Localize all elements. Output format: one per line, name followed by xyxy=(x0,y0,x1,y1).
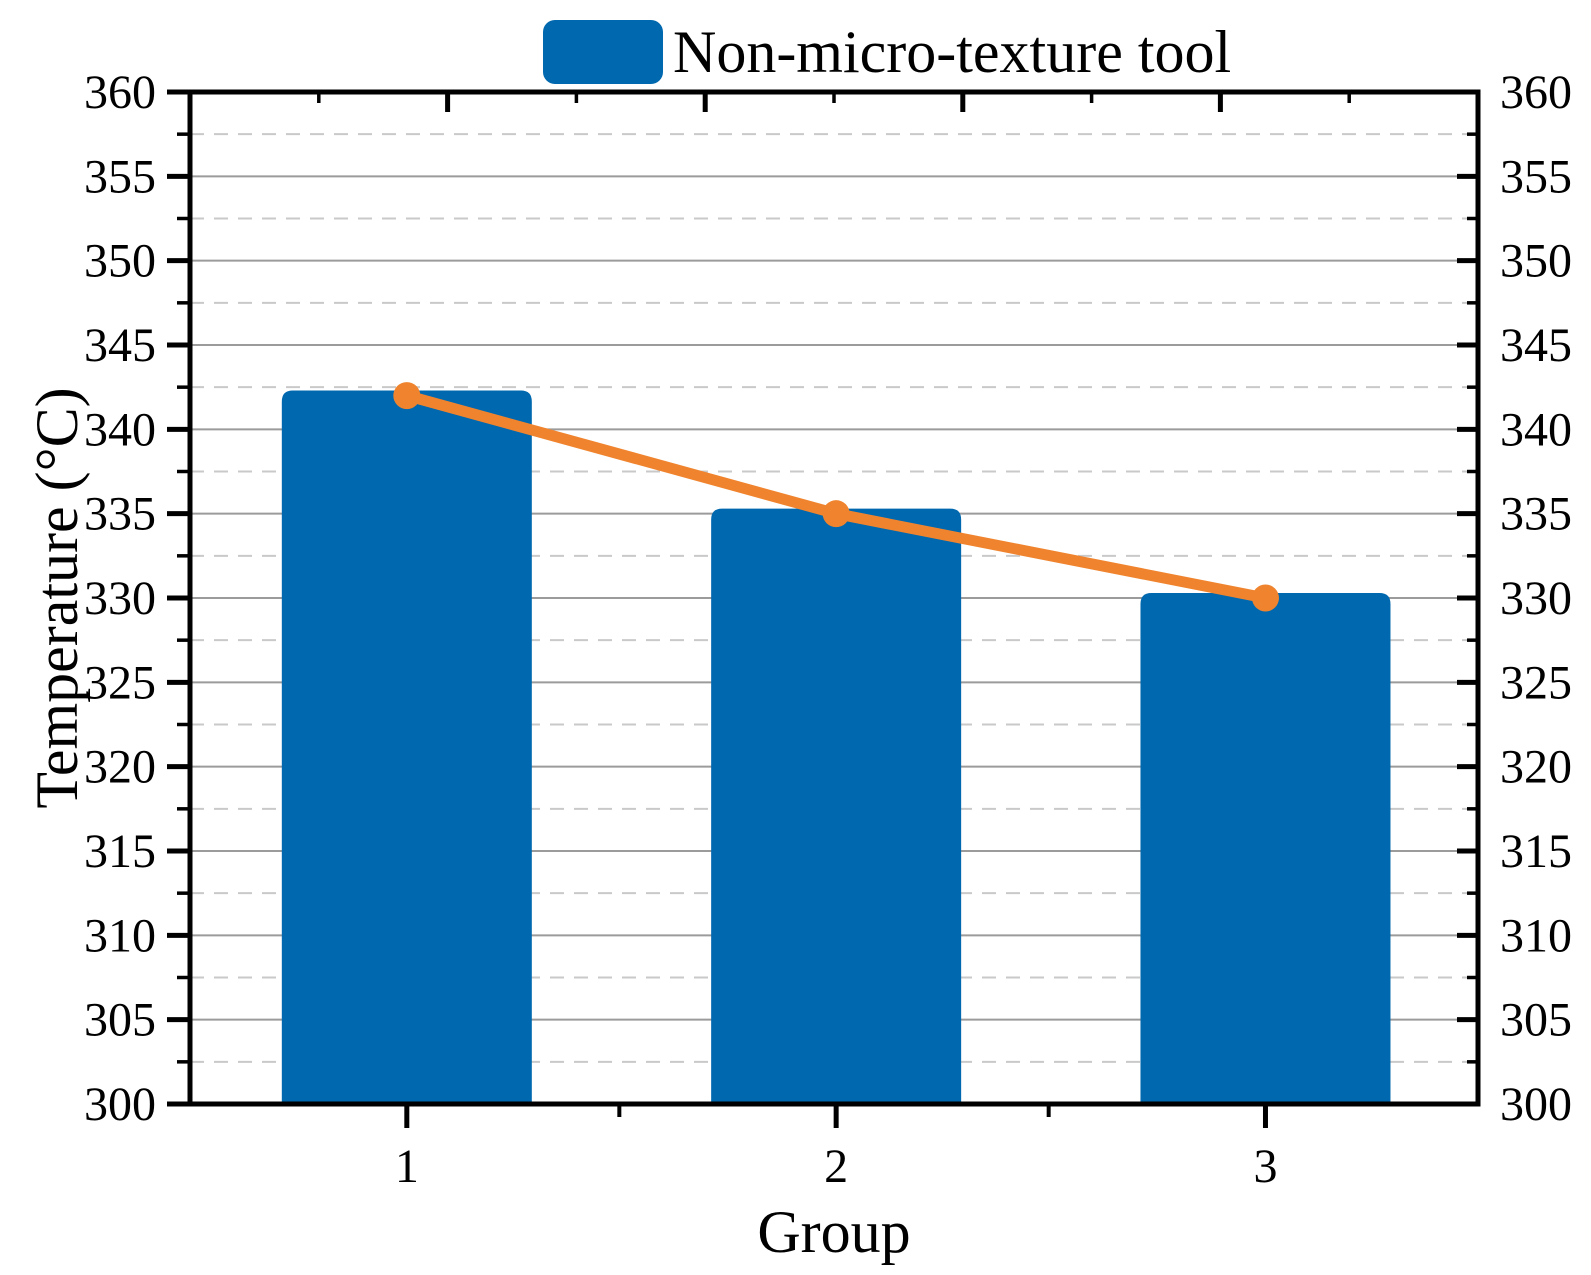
y-axis-tick-label-left: 350 xyxy=(84,235,156,288)
bar xyxy=(1140,592,1391,1105)
y-axis-tick-label-left: 325 xyxy=(84,656,156,709)
y-axis-tick-label-left: 345 xyxy=(84,319,156,372)
legend-swatch-non-micro-texture xyxy=(543,20,663,84)
y-axis-tick-label-right: 325 xyxy=(1500,656,1572,709)
y-axis-tick-label-right: 305 xyxy=(1500,994,1572,1047)
y-axis-tick-label-right: 335 xyxy=(1500,488,1572,541)
x-axis-tick-label: 2 xyxy=(824,1140,848,1193)
y-axis-tick-label-right: 350 xyxy=(1500,235,1572,288)
line-marker xyxy=(1251,584,1279,612)
y-axis-tick-label-left: 340 xyxy=(84,403,156,456)
y-axis-tick-label-right: 360 xyxy=(1500,66,1572,119)
y-axis-tick-label-left: 300 xyxy=(84,1078,156,1131)
y-axis-tick-label-left: 305 xyxy=(84,994,156,1047)
y-axis-tick-label-right: 330 xyxy=(1500,572,1572,625)
line-marker xyxy=(822,500,850,528)
y-axis-tick-label-left: 335 xyxy=(84,488,156,541)
x-axis-title: Group xyxy=(757,1199,911,1265)
x-axis-tick-label: 1 xyxy=(395,1140,419,1193)
y-axis-tick-label-right: 300 xyxy=(1500,1078,1572,1131)
y-axis-tick-label-right: 340 xyxy=(1500,403,1572,456)
legend: Non-micro-texture tool xyxy=(543,20,1231,84)
y-axis-tick-label-left: 315 xyxy=(84,825,156,878)
y-axis-tick-label-right: 320 xyxy=(1500,741,1572,794)
x-axis-tick-label: 3 xyxy=(1253,1140,1277,1193)
bar xyxy=(711,508,962,1105)
y-axis-tick-label-left: 330 xyxy=(84,572,156,625)
y-axis-tick-label-right: 345 xyxy=(1500,319,1572,372)
bar xyxy=(281,390,532,1105)
y-axis-tick-label-right: 355 xyxy=(1500,150,1572,203)
y-axis-tick-label-left: 355 xyxy=(84,150,156,203)
y-axis-tick-label-right: 315 xyxy=(1500,825,1572,878)
y-axis-tick-label-left: 360 xyxy=(84,66,156,119)
y-axis-tick-label-left: 320 xyxy=(84,741,156,794)
y-axis-tick-label-right: 310 xyxy=(1500,909,1572,962)
line-marker xyxy=(393,382,421,410)
legend-label: Non-micro-texture tool xyxy=(673,19,1232,85)
y-axis-title: Temperature (°C) xyxy=(24,387,90,809)
y-axis-tick-label-left: 310 xyxy=(84,909,156,962)
